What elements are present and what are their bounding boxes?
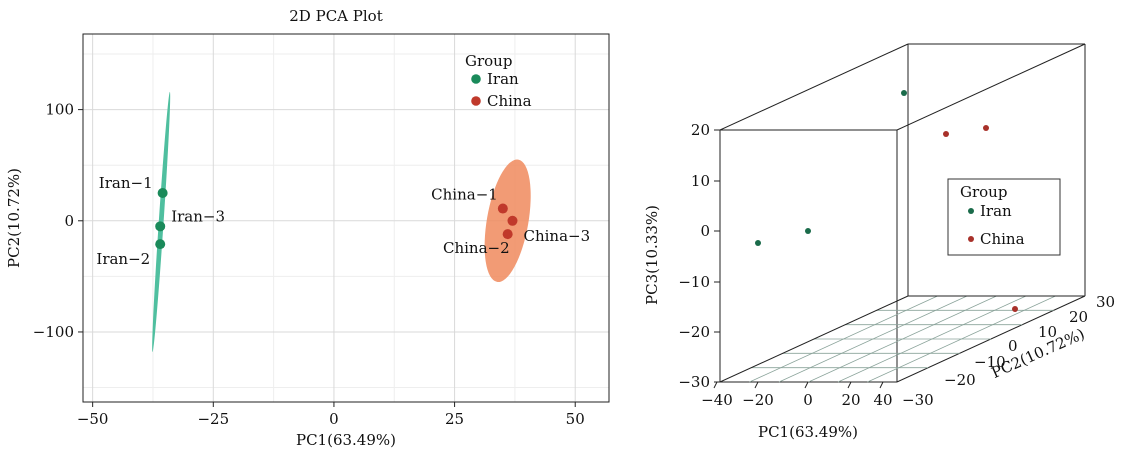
point-3d-iran-1 [755, 240, 761, 246]
y-tick-label-3d: 20 [1069, 308, 1088, 326]
legend-marker-china-3d [968, 236, 974, 242]
z-axis-label-3d: PC3(10.33%) [643, 205, 661, 305]
x-tick-label-3d: −20 [742, 391, 774, 409]
y-tick-label-3d: 0 [1008, 337, 1018, 355]
legend-title: Group [465, 52, 512, 70]
point-iran-2 [155, 239, 166, 250]
axis-ticks: −50 −25 0 25 50 −100 0 100 [33, 101, 585, 428]
point-china-1 [497, 203, 508, 214]
x-tick-label: 50 [566, 410, 585, 428]
plot-frame [82, 33, 610, 403]
legend-label-china: China [487, 92, 532, 110]
point-3d-china-2 [983, 125, 989, 131]
axis-ticks-3d: −40 −20 0 20 40 −30−20−10010203020100−10−20−3… [678, 121, 1115, 409]
point-label-iran-3: Iran−3 [171, 207, 225, 225]
pca-3d-plot: −40 −20 0 20 40 −30−20−10010203020100−10−20−3… [643, 43, 1115, 441]
legend-3d: Group Iran China [947, 178, 1061, 256]
x-tick-label-3d: 20 [841, 391, 860, 409]
x-axis-label-3d: PC1(63.49%) [758, 423, 858, 441]
point-label-iran-2: Iran−2 [96, 250, 150, 268]
x-tick-3d [754, 381, 759, 389]
point-3d-iran-2 [901, 90, 907, 96]
legend-label-iran-3d: Iran [980, 202, 1012, 220]
legend-label-china-3d: China [980, 230, 1025, 248]
point-labels: Iran−1 Iran−2 Iran−3 China−1 China−2 China−3 [96, 174, 590, 268]
x-axis-label: PC1(63.49%) [296, 431, 396, 449]
data-points-3d [755, 90, 1018, 312]
legend-label-iran: Iran [487, 70, 519, 88]
floor-grid [749, 295, 1056, 383]
y-tick-label-3d: 10 [1038, 323, 1057, 341]
z-tick-label-3d: 10 [691, 172, 710, 190]
y-tick-label: −100 [33, 323, 74, 341]
point-label-china-2: China−2 [443, 239, 510, 257]
y-tick-label-3d: −10 [974, 353, 1006, 371]
x-tick-label-3d: 40 [873, 391, 892, 409]
x-tick-3d [804, 381, 809, 389]
y-tick-label-3d: −20 [944, 371, 976, 389]
point-3d-iran-3 [805, 228, 811, 234]
z-tick-label-3d: −10 [678, 273, 710, 291]
legend: Group Iran China [465, 52, 532, 110]
y-tick-label: 0 [64, 212, 74, 230]
legend-marker-iran-3d [968, 208, 974, 214]
y-tick-label: 100 [45, 101, 74, 119]
point-label-china-3: China−3 [523, 227, 590, 245]
y-tick-label-3d: −30 [902, 391, 934, 409]
y-tick-label-3d: 30 [1096, 293, 1115, 311]
x-tick-label-3d: −40 [701, 391, 733, 409]
point-china-3 [507, 215, 518, 226]
x-tick-label: −50 [77, 410, 109, 428]
y-axis-label: PC2(10.72%) [5, 168, 23, 268]
legend-title-3d: Group [960, 183, 1007, 201]
x-tick-label: 0 [329, 410, 339, 428]
z-tick-label-3d: −20 [678, 323, 710, 341]
x-tick-label: 25 [445, 410, 464, 428]
x-tick-3d [879, 381, 884, 389]
data-points [155, 187, 518, 250]
point-iran-3 [155, 221, 166, 232]
point-3d-china-1 [943, 131, 949, 137]
x-tick-label-3d: 0 [803, 391, 813, 409]
z-tick-label-3d: −30 [678, 373, 710, 391]
point-iran-1 [157, 187, 168, 198]
z-tick-label-3d: 20 [691, 121, 710, 139]
legend-box [947, 178, 1061, 256]
point-label-iran-1: Iran−1 [99, 174, 153, 192]
point-china-2 [502, 229, 513, 240]
z-tick-label-3d: 0 [700, 222, 710, 240]
x-tick-3d [847, 381, 852, 389]
x-tick-label: −25 [197, 410, 229, 428]
point-3d-china-3 [1012, 306, 1018, 312]
legend-marker-iran [471, 74, 481, 84]
point-label-china-1: China−1 [431, 186, 498, 204]
chart-title: 2D PCA Plot [289, 7, 382, 25]
floor-back-edge [719, 295, 909, 383]
grid [83, 34, 609, 402]
x-tick-3d [713, 381, 718, 389]
legend-marker-china [471, 96, 481, 106]
